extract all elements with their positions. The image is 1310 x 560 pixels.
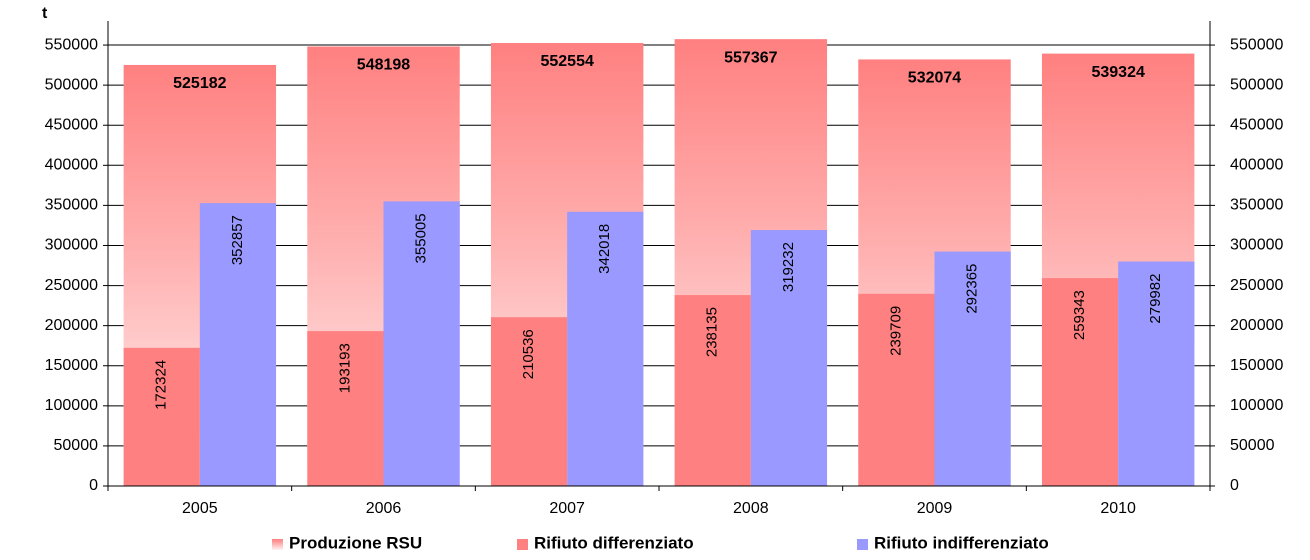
bar [199, 203, 277, 487]
y2-tick-label: 500000 [1230, 76, 1283, 93]
x-tick-label: 2010 [1100, 500, 1136, 517]
y-tick-label: 250000 [45, 277, 98, 294]
y-tick-label: 50000 [54, 437, 99, 454]
y-tick-label: 400000 [45, 157, 98, 174]
bar [1118, 261, 1195, 486]
total-label: 539324 [1091, 64, 1144, 81]
y2-tick-label: 150000 [1230, 357, 1283, 374]
y2-tick-label: 50000 [1230, 437, 1275, 454]
x-tick-label: 2005 [182, 500, 218, 517]
x-tick-label: 2007 [549, 500, 585, 517]
legend-swatch [272, 539, 283, 550]
y2-tick-label: 350000 [1230, 197, 1283, 214]
legend-label: Rifiuto differenziato [534, 533, 694, 552]
bars [123, 39, 1195, 487]
value-label: 342018 [596, 224, 613, 274]
total-label: 552554 [540, 53, 593, 70]
y-tick-label: 0 [89, 477, 98, 494]
value-label: 238135 [704, 307, 721, 357]
value-label: 352857 [229, 215, 246, 265]
total-label: 525182 [173, 75, 226, 92]
y2-tick-label: 100000 [1230, 397, 1283, 414]
y-tick-label: 300000 [45, 237, 98, 254]
x-tick-label: 2006 [366, 500, 402, 517]
y-tick-label: 150000 [45, 357, 98, 374]
x-tick-label: 2009 [917, 500, 953, 517]
value-label: 279982 [1147, 274, 1164, 324]
y-axis-label: t [42, 5, 48, 22]
y2-tick-label: 450000 [1230, 116, 1283, 133]
bar [1041, 278, 1119, 486]
y2-tick-label: 200000 [1230, 317, 1283, 334]
total-label: 532074 [908, 70, 961, 87]
y2-tick-label: 250000 [1230, 277, 1283, 294]
y2-tick-label: 550000 [1230, 36, 1283, 53]
bar [934, 251, 1011, 486]
value-label: 210536 [520, 329, 537, 379]
legend-swatch [517, 539, 528, 550]
bar [490, 317, 568, 486]
value-label: 239709 [887, 306, 904, 356]
y-tick-label: 350000 [45, 197, 98, 214]
legend-swatch [857, 539, 868, 550]
total-label: 557367 [724, 49, 777, 66]
bar [307, 331, 384, 486]
value-label: 292365 [964, 264, 981, 314]
x-tick-label: 2008 [733, 500, 769, 517]
y2-tick-label: 300000 [1230, 237, 1283, 254]
bar [123, 347, 200, 486]
value-label: 319232 [780, 242, 797, 292]
bar [383, 201, 460, 487]
bar [750, 230, 828, 486]
y2-tick-label: 400000 [1230, 157, 1283, 174]
legend-label: Produzione RSU [289, 533, 422, 552]
value-label: 355005 [413, 213, 430, 263]
legend-label: Rifiuto indifferenziato [874, 533, 1049, 552]
grid [108, 44, 1210, 487]
y-tick-label: 500000 [45, 76, 98, 93]
bar [567, 211, 644, 487]
y-tick-label: 550000 [45, 36, 98, 53]
y-tick-label: 100000 [45, 397, 98, 414]
total-label: 548198 [357, 57, 410, 74]
value-label: 193193 [336, 343, 353, 393]
value-label: 259343 [1071, 290, 1088, 340]
value-label: 172324 [153, 360, 170, 410]
bar [858, 293, 935, 486]
y-tick-label: 450000 [45, 116, 98, 133]
y2-tick-label: 0 [1230, 477, 1239, 494]
bar [674, 295, 751, 486]
y-tick-label: 200000 [45, 317, 98, 334]
